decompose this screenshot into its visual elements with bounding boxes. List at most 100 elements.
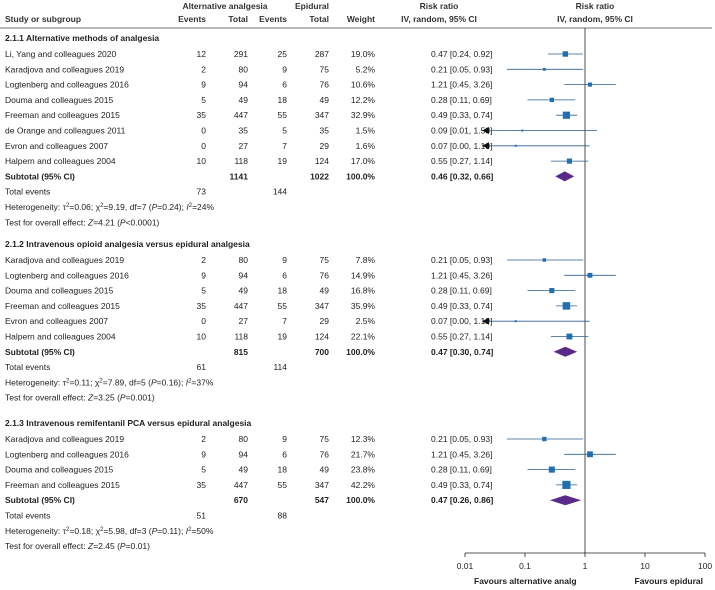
subgroup-title: 2.1.1 Alternative methods of analgesia xyxy=(5,33,159,43)
study-name: Karadjova and colleagues 2019 xyxy=(5,255,124,265)
study-square xyxy=(514,144,517,147)
study-epi-events: 9 xyxy=(282,255,287,265)
header-epi-group: Epidural xyxy=(295,1,329,11)
study-ci-text: 0.49 [0.33, 0.74] xyxy=(431,301,492,311)
heterogeneity-text: Heterogeneity: τ2=0.11; χ2=7.89, df=5 (P… xyxy=(5,377,214,387)
study-epi-events: 25 xyxy=(278,49,288,59)
study-epi-events: 6 xyxy=(282,270,287,280)
study-epi-events: 55 xyxy=(278,480,288,490)
study-name: de Orange and colleagues 2011 xyxy=(5,126,126,136)
study-weight: 2.5% xyxy=(356,316,376,326)
x-axis-tick-label: 100 xyxy=(698,561,712,571)
study-alt-total: 49 xyxy=(239,465,249,475)
study-alt-total: 94 xyxy=(239,80,249,90)
subtotal-alt-total: 670 xyxy=(234,495,248,505)
study-epi-total: 347 xyxy=(315,301,329,311)
study-name: Halpern and colleagues 2004 xyxy=(5,332,116,342)
study-epi-events: 18 xyxy=(278,465,288,475)
study-alt-total: 80 xyxy=(239,255,249,265)
subtotal-diamond xyxy=(549,495,582,506)
subtotal-ci-text: 0.47 [0.26, 0.86] xyxy=(431,495,494,505)
study-alt-events: 9 xyxy=(201,449,206,459)
study-alt-total: 447 xyxy=(234,301,248,311)
study-epi-events: 7 xyxy=(282,141,287,151)
subgroup-title: 2.1.3 Intravenous remifentanil PCA versu… xyxy=(5,418,252,428)
study-ci-text: 0.49 [0.33, 0.74] xyxy=(431,110,492,120)
study-weight: 22.1% xyxy=(351,332,376,342)
study-alt-total: 27 xyxy=(239,141,249,151)
study-ci-text: 1.21 [0.45, 3.26] xyxy=(431,270,492,280)
study-alt-total: 49 xyxy=(239,286,249,296)
study-ci-text: 0.21 [0.05, 0.93] xyxy=(431,64,492,74)
study-square xyxy=(548,466,555,473)
study-alt-events: 35 xyxy=(197,301,207,311)
study-alt-events: 2 xyxy=(201,255,206,265)
study-square xyxy=(542,436,547,442)
ci-arrow-left xyxy=(482,317,489,325)
study-square xyxy=(549,288,555,294)
header-rr-method: IV, random, 95% CI xyxy=(401,14,477,24)
header-epi-total: Total xyxy=(309,14,329,24)
study-alt-events: 35 xyxy=(197,480,207,490)
study-name: Freeman and colleagues 2015 xyxy=(5,110,120,120)
study-weight: 32.9% xyxy=(351,110,376,120)
study-weight: 16.8% xyxy=(351,286,376,296)
study-epi-events: 55 xyxy=(278,110,288,120)
study-name: Douma and colleagues 2015 xyxy=(5,286,113,296)
study-alt-total: 80 xyxy=(239,64,249,74)
subtotal-alt-total: 1141 xyxy=(230,171,249,181)
study-square xyxy=(521,129,524,132)
study-name: Logtenberg and colleagues 2016 xyxy=(5,270,129,280)
study-weight: 1.5% xyxy=(356,126,376,136)
overall-effect-text: Test for overall effect: Z=2.45 (P=0.01) xyxy=(5,541,150,551)
study-ci-text: 0.28 [0.11, 0.69] xyxy=(431,95,492,105)
study-epi-events: 18 xyxy=(278,286,288,296)
study-weight: 42.2% xyxy=(351,480,376,490)
header-alt-total: Total xyxy=(228,14,248,24)
study-square xyxy=(514,320,517,323)
study-alt-total: 118 xyxy=(234,332,248,342)
study-weight: 35.9% xyxy=(351,301,376,311)
study-weight: 7.8% xyxy=(356,255,376,265)
study-weight: 23.8% xyxy=(351,465,376,475)
study-name: Evron and colleagues 2007 xyxy=(5,141,108,151)
subtotal-ci-text: 0.46 [0.32, 0.66] xyxy=(431,171,494,181)
study-square xyxy=(566,333,573,340)
study-epi-total: 49 xyxy=(320,286,330,296)
header-rr-title: Risk ratio xyxy=(420,1,459,11)
study-weight: 1.6% xyxy=(356,141,376,151)
study-epi-total: 49 xyxy=(320,465,330,475)
study-name: Logtenberg and colleagues 2016 xyxy=(5,80,129,90)
total-events-epi: 88 xyxy=(278,511,288,521)
study-alt-events: 2 xyxy=(201,434,206,444)
study-alt-total: 118 xyxy=(234,156,248,166)
study-epi-events: 9 xyxy=(282,434,287,444)
total-events-label: Total events xyxy=(5,187,50,197)
study-epi-total: 347 xyxy=(315,110,329,120)
study-alt-events: 2 xyxy=(201,64,206,74)
study-epi-events: 55 xyxy=(278,301,288,311)
heterogeneity-text: Heterogeneity: τ2=0.18; χ2=5.98, df=3 (P… xyxy=(5,526,214,536)
subtotal-ci-text: 0.47 [0.30, 0.74] xyxy=(431,347,494,357)
study-epi-total: 124 xyxy=(315,332,329,342)
study-square xyxy=(549,97,555,103)
subtotal-label: Subtotal (95% CI) xyxy=(5,171,75,181)
study-square xyxy=(562,302,571,310)
x-axis-tick-label: 1 xyxy=(583,561,588,571)
overall-effect-text: Test for overall effect: Z=3.25 (P=0.001… xyxy=(5,393,155,403)
study-epi-total: 49 xyxy=(320,95,330,105)
study-epi-events: 9 xyxy=(282,64,287,74)
study-epi-total: 75 xyxy=(320,64,330,74)
header-weight: Weight xyxy=(347,14,375,24)
study-weight: 12.3% xyxy=(351,434,376,444)
header-alt-events: Events xyxy=(178,14,206,24)
total-events-alt: 61 xyxy=(197,362,207,372)
study-weight: 19.0% xyxy=(351,49,376,59)
study-alt-total: 447 xyxy=(234,110,248,120)
study-alt-total: 80 xyxy=(239,434,249,444)
study-ci-text: 0.07 [0.00, 1.19] xyxy=(431,316,492,326)
total-events-epi: 144 xyxy=(273,187,287,197)
study-alt-events: 10 xyxy=(197,156,207,166)
study-ci-text: 1.21 [0.45, 3.26] xyxy=(431,80,492,90)
